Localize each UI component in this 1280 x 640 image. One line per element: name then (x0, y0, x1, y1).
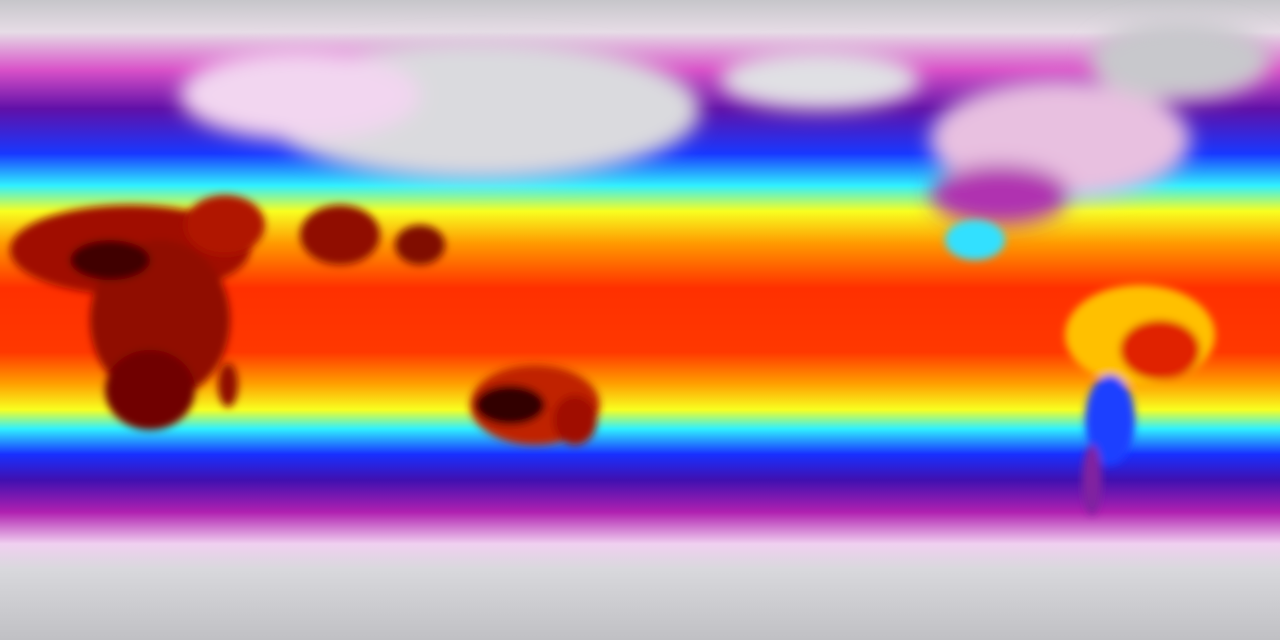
south-asia (185, 195, 445, 265)
northern-landmasses (180, 20, 1270, 225)
south-america (1065, 285, 1215, 515)
central-america (945, 220, 1005, 260)
australia (470, 365, 600, 445)
